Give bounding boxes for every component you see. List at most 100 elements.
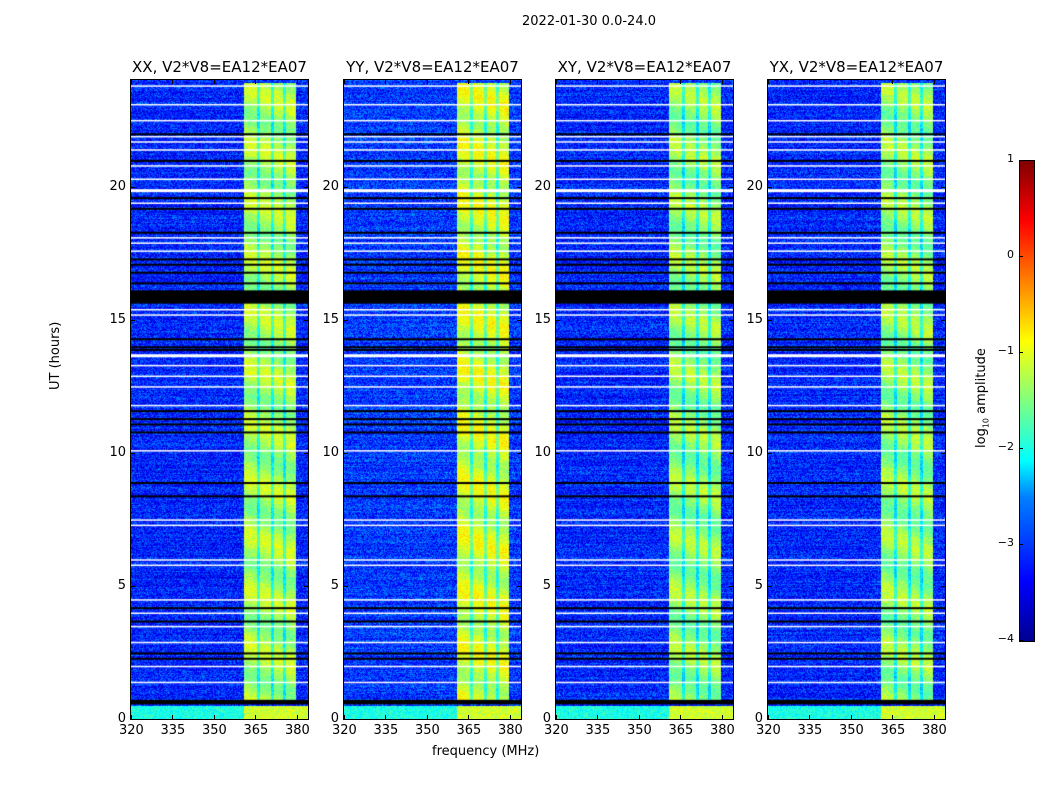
y-tick-label: 15 <box>534 311 551 327</box>
heatmap-image <box>556 80 733 719</box>
x-tick-label: 320 <box>332 723 357 738</box>
y-tick <box>344 719 348 720</box>
x-tick <box>255 80 257 84</box>
y-tick <box>344 319 348 321</box>
x-tick <box>172 80 174 84</box>
colorbar-tick-label: 1 <box>1007 152 1014 165</box>
y-tick <box>344 585 348 587</box>
y-tick-label: 20 <box>746 178 763 194</box>
panel-title: XX, V2*V8=EA12*EA07 <box>132 58 307 76</box>
y-tick-label: 0 <box>117 711 126 726</box>
x-tick <box>426 80 428 84</box>
y-tick <box>768 585 772 587</box>
y-tick <box>517 719 521 720</box>
y-tick <box>556 319 560 321</box>
y-tick <box>729 319 733 321</box>
panel-0: XX, V2*V8=EA12*EA07 <box>130 58 309 720</box>
colorbar-tick <box>1019 544 1023 545</box>
y-tick <box>304 452 308 454</box>
x-tick <box>850 715 852 719</box>
x-tick <box>556 80 557 84</box>
x-tick <box>426 715 428 719</box>
colorbar-tick-label: −1 <box>997 344 1014 357</box>
y-tick-label: 5 <box>117 577 126 593</box>
x-tick-label: 365 <box>243 723 269 738</box>
y-tick <box>304 319 308 321</box>
x-tick <box>597 715 599 719</box>
x-tick <box>509 715 511 719</box>
x-tick <box>131 715 132 719</box>
y-tick <box>517 319 521 321</box>
x-tick-label: 335 <box>797 723 823 738</box>
y-tick <box>768 319 772 321</box>
y-tick-label: 5 <box>542 577 551 593</box>
y-tick <box>344 186 348 188</box>
panel-1: YY, V2*V8=EA12*EA07 <box>343 58 522 720</box>
colorbar-tick-label: −2 <box>997 440 1014 453</box>
x-tick <box>468 80 470 84</box>
y-tick-label: 5 <box>754 577 763 593</box>
x-tick <box>296 715 298 719</box>
x-tick <box>213 80 215 84</box>
heatmap-image <box>344 80 521 719</box>
y-tick <box>941 452 945 454</box>
x-tick <box>809 715 811 719</box>
x-tick-label: 380 <box>709 723 735 738</box>
y-tick <box>517 452 521 454</box>
y-tick-label: 20 <box>322 178 339 194</box>
y-tick-label: 20 <box>534 178 551 194</box>
x-tick-label: 365 <box>668 723 694 738</box>
x-tick <box>638 715 640 719</box>
x-tick-label: 350 <box>414 723 440 738</box>
x-tick <box>850 80 852 84</box>
y-tick-label: 20 <box>109 178 126 194</box>
y-tick <box>556 186 560 188</box>
y-tick-label: 10 <box>746 444 763 460</box>
y-tick <box>941 319 945 321</box>
x-tick-label: 320 <box>119 723 144 738</box>
figure-title: 2022-01-30 0.0-24.0 <box>522 14 656 29</box>
y-tick-label: 15 <box>746 311 763 327</box>
colorbar-tick <box>1019 352 1023 353</box>
y-tick <box>304 186 308 188</box>
y-tick <box>941 186 945 188</box>
y-tick-label: 0 <box>330 711 339 726</box>
y-tick <box>304 585 308 587</box>
x-tick <box>556 715 557 719</box>
y-tick <box>556 585 560 587</box>
x-tick-label: 380 <box>284 723 310 738</box>
y-tick-label: 10 <box>534 444 551 460</box>
x-tick <box>721 715 723 719</box>
y-tick <box>941 585 945 587</box>
panel-3: YX, V2*V8=EA12*EA07 <box>767 58 946 720</box>
colorbar-tick <box>1019 256 1023 257</box>
x-tick <box>344 715 345 719</box>
x-tick-label: 380 <box>921 723 947 738</box>
x-tick <box>933 715 935 719</box>
x-tick <box>385 80 387 84</box>
x-tick-label: 350 <box>626 723 652 738</box>
x-tick <box>213 715 215 719</box>
y-tick <box>131 585 135 587</box>
x-tick-label: 350 <box>201 723 227 738</box>
y-tick <box>941 719 945 720</box>
colorbar-tick-label: −3 <box>997 536 1014 549</box>
x-tick <box>344 80 345 84</box>
y-tick <box>768 719 772 720</box>
x-tick <box>721 80 723 84</box>
x-tick-label: 335 <box>585 723 611 738</box>
y-tick <box>729 452 733 454</box>
panel-2: XY, V2*V8=EA12*EA07 <box>555 58 734 720</box>
y-tick-label: 0 <box>754 711 763 726</box>
x-tick <box>809 80 811 84</box>
panel-title: YY, V2*V8=EA12*EA07 <box>346 58 519 76</box>
y-tick-label: 15 <box>109 311 126 327</box>
colorbar-tick <box>1019 448 1023 449</box>
x-tick-label: 320 <box>544 723 569 738</box>
y-tick-label: 15 <box>322 311 339 327</box>
x-axis-label: frequency (MHz) <box>432 744 540 759</box>
x-tick <box>509 80 511 84</box>
panel-title: YX, V2*V8=EA12*EA07 <box>769 58 944 76</box>
y-tick-label: 0 <box>542 711 551 726</box>
x-tick <box>680 80 682 84</box>
